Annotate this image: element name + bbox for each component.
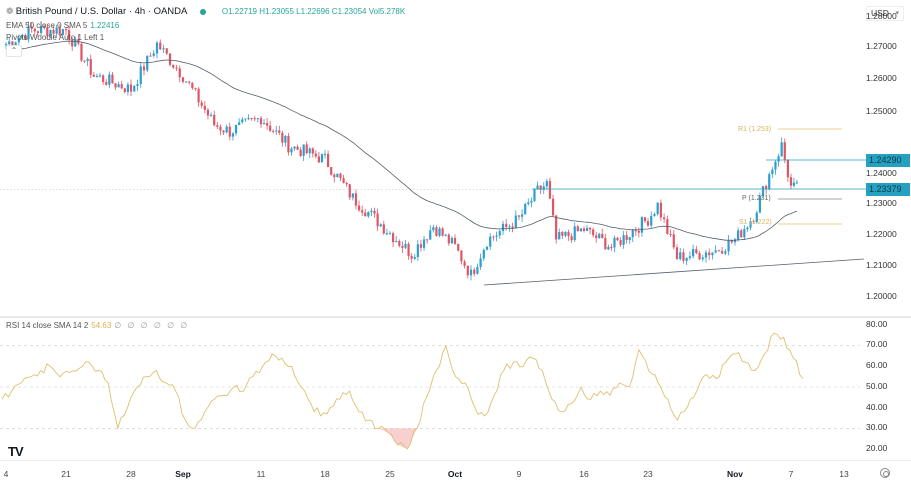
pivot-p-label: P (1.231) bbox=[742, 195, 771, 202]
time-axis[interactable]: 4 21 28 Sep 11 18 25 Oct 9 16 23 Nov 7 1… bbox=[0, 460, 911, 488]
time-tick: 25 bbox=[385, 469, 395, 479]
time-tick: 23 bbox=[643, 469, 653, 479]
time-tick: Oct bbox=[447, 469, 463, 479]
chevron-down-icon: ▾ bbox=[895, 10, 899, 17]
pane-separator[interactable] bbox=[0, 316, 911, 318]
price-tick: 1.21000 bbox=[866, 260, 897, 270]
price-tick: 1.25000 bbox=[866, 106, 897, 116]
time-tick: 9 bbox=[516, 469, 522, 479]
rsi-tick: 30.00 bbox=[866, 422, 888, 432]
tradingview-logo[interactable]: TV bbox=[8, 444, 24, 459]
pivot-r1-label: R1 (1.253) bbox=[738, 126, 772, 133]
rsi-legend[interactable]: RSI 14 close SMA 14 2 54.63 ∅ ∅ ∅ ∅ ∅ ∅ bbox=[6, 321, 190, 330]
time-tick: 4 bbox=[3, 469, 9, 479]
rsi-tick: 20.00 bbox=[866, 443, 888, 453]
market-status-icon bbox=[199, 8, 206, 15]
time-tick: Nov bbox=[726, 469, 744, 479]
collapse-legend-button[interactable]: ⌃ bbox=[6, 45, 22, 57]
price-tick: 1.24000 bbox=[866, 168, 897, 178]
rsi-tick: 50.00 bbox=[866, 381, 888, 391]
symbol-legend: ❁ British Pound / U.S. Dollar · 4h · OAN… bbox=[6, 6, 405, 17]
time-tick: 7 bbox=[788, 469, 794, 479]
time-tick: 21 bbox=[61, 469, 71, 479]
rsi-tick: 70.00 bbox=[866, 339, 888, 349]
currency-select[interactable]: USD ▾ bbox=[866, 6, 904, 21]
time-tick: 16 bbox=[579, 469, 589, 479]
pivot-s1-label: S1 (1.222) bbox=[739, 219, 772, 226]
rsi-tick: 40.00 bbox=[866, 402, 888, 412]
pivots-legend[interactable]: Pivots Woodie Auto 1 Left 1 bbox=[6, 33, 105, 42]
price-tick: 1.27000 bbox=[866, 41, 897, 51]
time-tick: Sep bbox=[175, 469, 191, 479]
symbol-title[interactable]: British Pound / U.S. Dollar · 4h · OANDA bbox=[15, 6, 188, 17]
time-tick: 18 bbox=[320, 469, 330, 479]
timezone-settings-icon[interactable] bbox=[880, 468, 890, 478]
time-tick: 28 bbox=[126, 469, 136, 479]
price-tick: 1.26000 bbox=[866, 73, 897, 83]
chevron-up-icon: ⌃ bbox=[10, 46, 18, 55]
symbol-icon: ❁ bbox=[6, 6, 14, 16]
price-tick: 1.20000 bbox=[866, 291, 897, 301]
rsi-chart[interactable] bbox=[0, 318, 911, 460]
rsi-pane[interactable]: RSI 14 close SMA 14 2 54.63 ∅ ∅ ∅ ∅ ∅ ∅ 80… bbox=[0, 318, 911, 460]
time-tick: 13 bbox=[839, 469, 849, 479]
price-tick: 1.22000 bbox=[866, 229, 897, 239]
price-tick: 1.23000 bbox=[866, 198, 897, 208]
rsi-tick: 80.00 bbox=[866, 319, 888, 329]
time-tick: 11 bbox=[256, 469, 266, 479]
resistance-price-tag: 1.23379 bbox=[866, 183, 910, 196]
price-tick: 1.28000 bbox=[866, 11, 897, 21]
price-pane[interactable]: ❁ British Pound / U.S. Dollar · 4h · OAN… bbox=[0, 0, 911, 316]
ema-legend[interactable]: EMA 50 close 0 SMA 5 1.22416 bbox=[6, 21, 120, 30]
candlestick-chart[interactable] bbox=[0, 0, 911, 316]
rsi-tick: 60.00 bbox=[866, 360, 888, 370]
ohlc-values: O1.22719 H1.23055 L1.22696 C1.23054 Vol5… bbox=[221, 7, 406, 16]
resistance-price-tag: 1.24290 bbox=[866, 154, 910, 167]
